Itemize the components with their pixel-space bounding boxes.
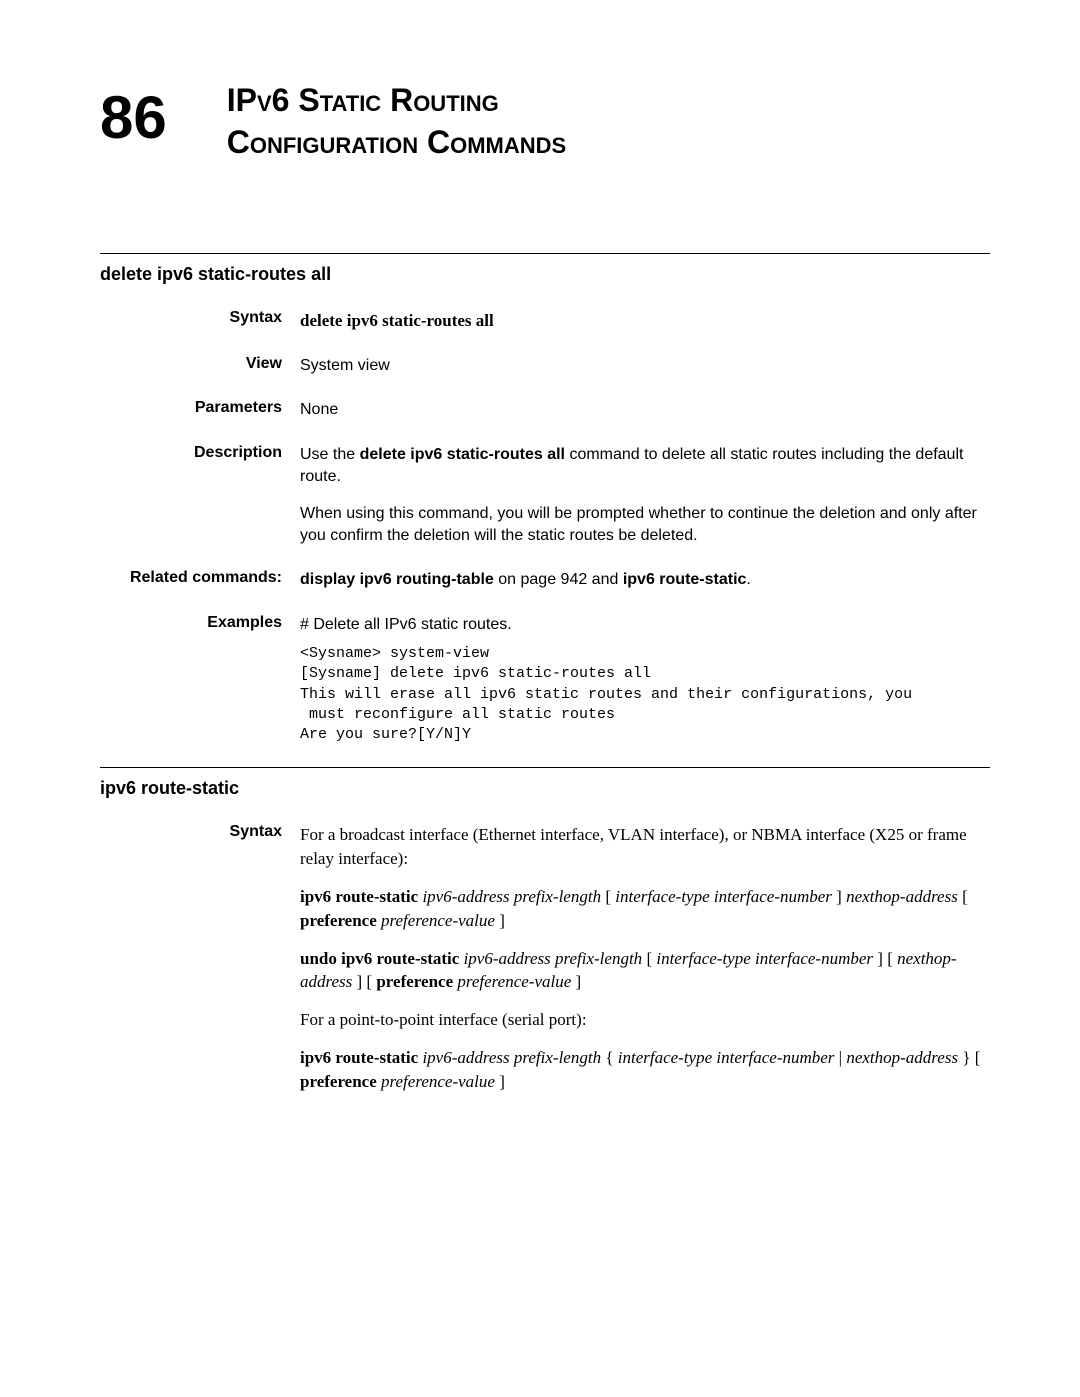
syntax2-form2: undo ipv6 route-static ipv6-address pref… [300,947,990,995]
f2b1: undo ipv6 route-static [300,949,464,968]
f3t1: { [605,1048,617,1067]
parameters-value: None [300,399,990,421]
f3i4: preference-value [381,1072,499,1091]
chapter-title-line2: Configuration Commands [227,122,566,164]
section2-title: ipv6 route-static [100,778,990,799]
examples-code: <Sysname> system-view [Sysname] delete i… [300,644,990,745]
f2t1: [ [646,949,656,968]
section-divider [100,253,990,254]
f3i1: ipv6-address prefix-length [422,1048,605,1067]
syntax2-form3: ipv6 route-static ipv6-address prefix-le… [300,1046,990,1094]
related-suffix: . [746,571,750,588]
f3i3: nexthop-address [846,1048,962,1067]
view-row: View System view [100,355,990,377]
f1b1: ipv6 route-static [300,887,422,906]
syntax2-form1: ipv6 route-static ipv6-address prefix-le… [300,885,990,933]
f2b2: preference [376,972,457,991]
description-label: Description [100,444,300,548]
f1i1: ipv6-address prefix-length [422,887,605,906]
f1b2: preference [300,911,381,930]
syntax-label: Syntax [100,309,300,333]
chapter-number: 86 [100,88,167,148]
section-divider-2 [100,767,990,768]
related-bold1: display ipv6 routing-table [300,571,494,588]
f1t3: [ [962,887,968,906]
f3b1: ipv6 route-static [300,1048,422,1067]
f1t4: ] [499,911,505,930]
description-row: Description Use the delete ipv6 static-r… [100,444,990,548]
related-row: Related commands: display ipv6 routing-t… [100,569,990,591]
f2t2: ] [ [877,949,897,968]
view-label: View [100,355,300,377]
f3t3: } [ [962,1048,980,1067]
chapter-header: 86 IPv6 Static Routing Configuration Com… [100,80,990,163]
syntax2-value: For a broadcast interface (Ethernet inte… [300,823,990,1093]
examples-row: Examples # Delete all IPv6 static routes… [100,614,990,746]
desc-p1-bold: delete ipv6 static-routes all [360,446,565,463]
f2t3: ] [ [357,972,377,991]
related-mid: on page 942 and [494,571,623,588]
f1i2: interface-type interface-number [615,887,836,906]
f1t1: [ [605,887,615,906]
view-value: System view [300,355,990,377]
syntax2-row: Syntax For a broadcast interface (Ethern… [100,823,990,1093]
syntax2-intro1: For a broadcast interface (Ethernet inte… [300,823,990,871]
examples-value: # Delete all IPv6 static routes. <Sysnam… [300,614,990,746]
syntax2-label: Syntax [100,823,300,1093]
desc-p1-prefix: Use the [300,446,360,463]
desc-p2: When using this command, you will be pro… [300,503,990,548]
related-bold2: ipv6 route-static [623,571,747,588]
f2i1: ipv6-address prefix-length [464,949,647,968]
f1i3: nexthop-address [846,887,962,906]
f3t4: ] [499,1072,505,1091]
f1i4: preference-value [381,911,499,930]
syntax-value: delete ipv6 static-routes all [300,309,990,333]
section1-title: delete ipv6 static-routes all [100,264,990,285]
f3i2: interface-type interface-number [618,1048,839,1067]
description-value: Use the delete ipv6 static-routes all co… [300,444,990,548]
parameters-label: Parameters [100,399,300,421]
chapter-title: IPv6 Static Routing Configuration Comman… [227,80,566,163]
parameters-row: Parameters None [100,399,990,421]
f2i2: interface-type interface-number [656,949,877,968]
related-label: Related commands: [100,569,300,591]
syntax2-intro2: For a point-to-point interface (serial p… [300,1008,990,1032]
f2t4: ] [576,972,582,991]
f3b2: preference [300,1072,381,1091]
related-value: display ipv6 routing-table on page 942 a… [300,569,990,591]
syntax-row: Syntax delete ipv6 static-routes all [100,309,990,333]
f1t2: ] [836,887,846,906]
chapter-title-line1: IPv6 Static Routing [227,80,566,122]
examples-label: Examples [100,614,300,746]
examples-intro: # Delete all IPv6 static routes. [300,614,990,636]
f2i4: preference-value [457,972,575,991]
